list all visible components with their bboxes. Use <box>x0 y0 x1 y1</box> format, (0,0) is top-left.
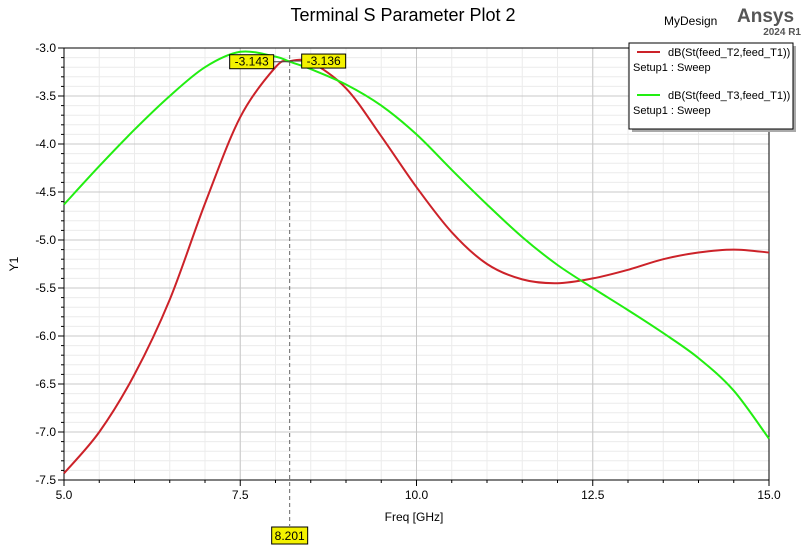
marker-value-label: -3.136 <box>307 54 341 68</box>
marker-value-label: -3.143 <box>235 55 269 69</box>
x-tick-label: 5.0 <box>56 488 73 502</box>
y-tick-label: -6.0 <box>35 329 56 343</box>
x-axis-label: Freq [GHz] <box>385 510 444 524</box>
y-tick-label: -7.5 <box>35 473 56 487</box>
y-axis-label: Y1 <box>7 256 21 271</box>
x-tick-label: 7.5 <box>232 488 249 502</box>
series-lines <box>63 50 770 474</box>
x-axis: 5.0 7.5 10.0 12.5 15.0 <box>56 480 781 502</box>
y-tick-label: -4.0 <box>35 137 56 151</box>
brand-name: Ansys <box>737 6 794 27</box>
legend-series-2-setup: Setup1 : Sweep <box>633 105 711 117</box>
y-tick-label: -3.0 <box>35 41 56 55</box>
design-name: MyDesign <box>664 14 717 28</box>
marker[interactable]: -3.143 -3.136 8.201 <box>229 48 347 545</box>
legend-series-1-name: dB(St(feed_T2,feed_T1)) <box>668 47 790 59</box>
y-tick-label: -6.5 <box>35 377 56 391</box>
chart-title: Terminal S Parameter Plot 2 <box>290 5 515 25</box>
brand-version: 2024 R1 <box>763 27 801 38</box>
y-axis: -3.0 -3.5 -4.0 -4.5 -5.0 -5.5 -6.0 -6.5 -7.0 -7.5 <box>35 41 64 487</box>
marker-value-box <box>229 54 275 70</box>
series-line-2 <box>63 50 770 440</box>
legend-series-2-name: dB(St(feed_T3,feed_T1)) <box>668 90 790 102</box>
y-tick-label: -4.5 <box>35 185 56 199</box>
series-line-1 <box>63 58 770 474</box>
legend[interactable]: dB(St(feed_T2,feed_T1)) Setup1 : Sweep d… <box>628 42 796 132</box>
legend-series-1-setup: Setup1 : Sweep <box>633 62 711 74</box>
y-tick-label: -3.5 <box>35 89 56 103</box>
x-tick-label: 10.0 <box>405 488 429 502</box>
y-tick-label: -5.0 <box>35 233 56 247</box>
legend-box <box>628 42 794 130</box>
marker-x-label: 8.201 <box>275 529 305 543</box>
marker-value-box <box>301 53 347 69</box>
marker-x-box <box>271 526 309 545</box>
x-tick-label: 12.5 <box>581 488 605 502</box>
y-tick-label: -7.0 <box>35 425 56 439</box>
x-tick-label: 15.0 <box>757 488 781 502</box>
y-tick-label: -5.5 <box>35 281 56 295</box>
